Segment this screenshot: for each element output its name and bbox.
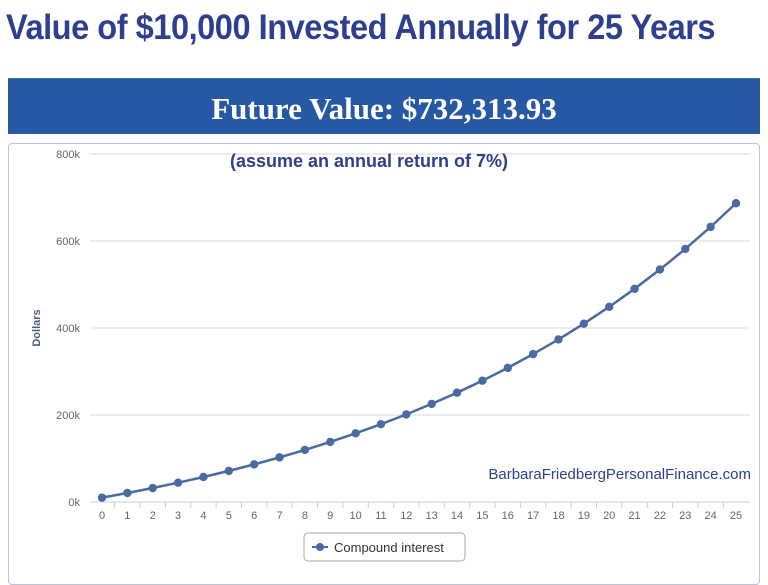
chart-frame — [8, 143, 760, 585]
data-point[interactable] — [351, 429, 360, 438]
future-value-text: Future Value: $732,313.93 — [211, 91, 557, 126]
x-tick-label: 6 — [251, 510, 257, 522]
x-tick-label: 10 — [349, 510, 361, 522]
x-tick-label: 7 — [276, 510, 282, 522]
x-tick-label: 15 — [476, 510, 488, 522]
data-point[interactable] — [402, 410, 411, 419]
series-line — [101, 202, 737, 499]
x-tick-label: 12 — [400, 510, 412, 522]
y-tick-label: 0k — [68, 497, 80, 509]
x-tick-label: 1 — [124, 510, 130, 522]
data-point[interactable] — [655, 265, 665, 274]
x-tick-label: 9 — [327, 510, 333, 522]
data-point[interactable] — [630, 284, 639, 294]
x-tick-label: 17 — [527, 510, 539, 522]
data-point[interactable] — [173, 478, 183, 487]
data-point[interactable] — [605, 302, 614, 312]
y-axis-title: Dollars — [31, 309, 43, 346]
data-point[interactable] — [554, 335, 563, 344]
data-point[interactable] — [249, 460, 259, 469]
legend-box[interactable] — [303, 532, 466, 562]
y-tick-label: 400k — [56, 323, 80, 335]
x-tick-label: 3 — [175, 510, 181, 522]
data-point[interactable] — [681, 244, 690, 254]
future-value-banner: Future Value: $732,313.93 — [8, 78, 760, 134]
x-tick-label: 18 — [552, 510, 564, 522]
legend-marker — [316, 543, 324, 551]
data-point[interactable] — [503, 363, 512, 373]
data-point[interactable] — [579, 319, 589, 328]
x-tick-label: 4 — [200, 510, 206, 522]
x-tick-label: 25 — [730, 510, 742, 522]
legend[interactable]: Compound interest — [303, 532, 466, 562]
x-tick-label: 19 — [578, 510, 590, 522]
page-title: Value of $10,000 Invested Annually for 2… — [6, 8, 716, 47]
data-point[interactable] — [452, 388, 462, 397]
y-tick-label: 200k — [56, 410, 80, 422]
x-tick-label: 0 — [99, 510, 105, 522]
data-point[interactable] — [148, 483, 157, 493]
grid-lines — [90, 153, 750, 503]
chart-subtitle: (assume an annual return of 7%) — [230, 151, 508, 171]
data-point[interactable] — [300, 445, 310, 455]
data-point[interactable] — [478, 376, 487, 385]
data-point[interactable] — [528, 349, 538, 359]
x-tick-label: 11 — [375, 510, 386, 522]
y-axis-ticks: 0k 200k 400k 600k 800k — [56, 149, 80, 509]
data-point[interactable] — [706, 222, 715, 232]
data-point[interactable] — [731, 199, 741, 208]
x-tick-label: 5 — [226, 510, 232, 522]
y-tick-label: 800k — [56, 149, 80, 161]
data-point[interactable] — [123, 488, 132, 498]
data-point[interactable] — [427, 399, 436, 409]
x-tick-label: 13 — [426, 510, 438, 522]
data-point[interactable] — [97, 493, 107, 502]
site-credit: BarbaraFriedbergPersonalFinance.com — [488, 466, 751, 483]
x-tick-label: 14 — [451, 510, 463, 522]
data-point[interactable] — [275, 453, 284, 462]
data-point[interactable] — [376, 419, 386, 429]
legend-label[interactable]: Compound interest — [334, 540, 444, 555]
y-tick-label: 600k — [56, 236, 80, 248]
x-tick-label: 22 — [654, 510, 666, 522]
x-tick-label: 20 — [603, 510, 615, 522]
x-axis-ticks: 0 1 2 3 4 5 6 7 8 9 10 11 12 13 14 15 16 17 18 19 20 21 22 23 24… — [90, 501, 750, 522]
x-tick-label: 8 — [302, 510, 308, 522]
x-tick-label: 24 — [705, 510, 717, 522]
data-point[interactable] — [199, 472, 208, 482]
x-tick-label: 21 — [628, 510, 640, 522]
x-tick-label: 23 — [679, 510, 691, 522]
x-tick-label: 2 — [150, 510, 156, 522]
data-point[interactable] — [326, 437, 335, 447]
data-point[interactable] — [224, 466, 233, 476]
x-tick-label: 16 — [502, 510, 514, 522]
series-compound-interest — [97, 199, 741, 502]
